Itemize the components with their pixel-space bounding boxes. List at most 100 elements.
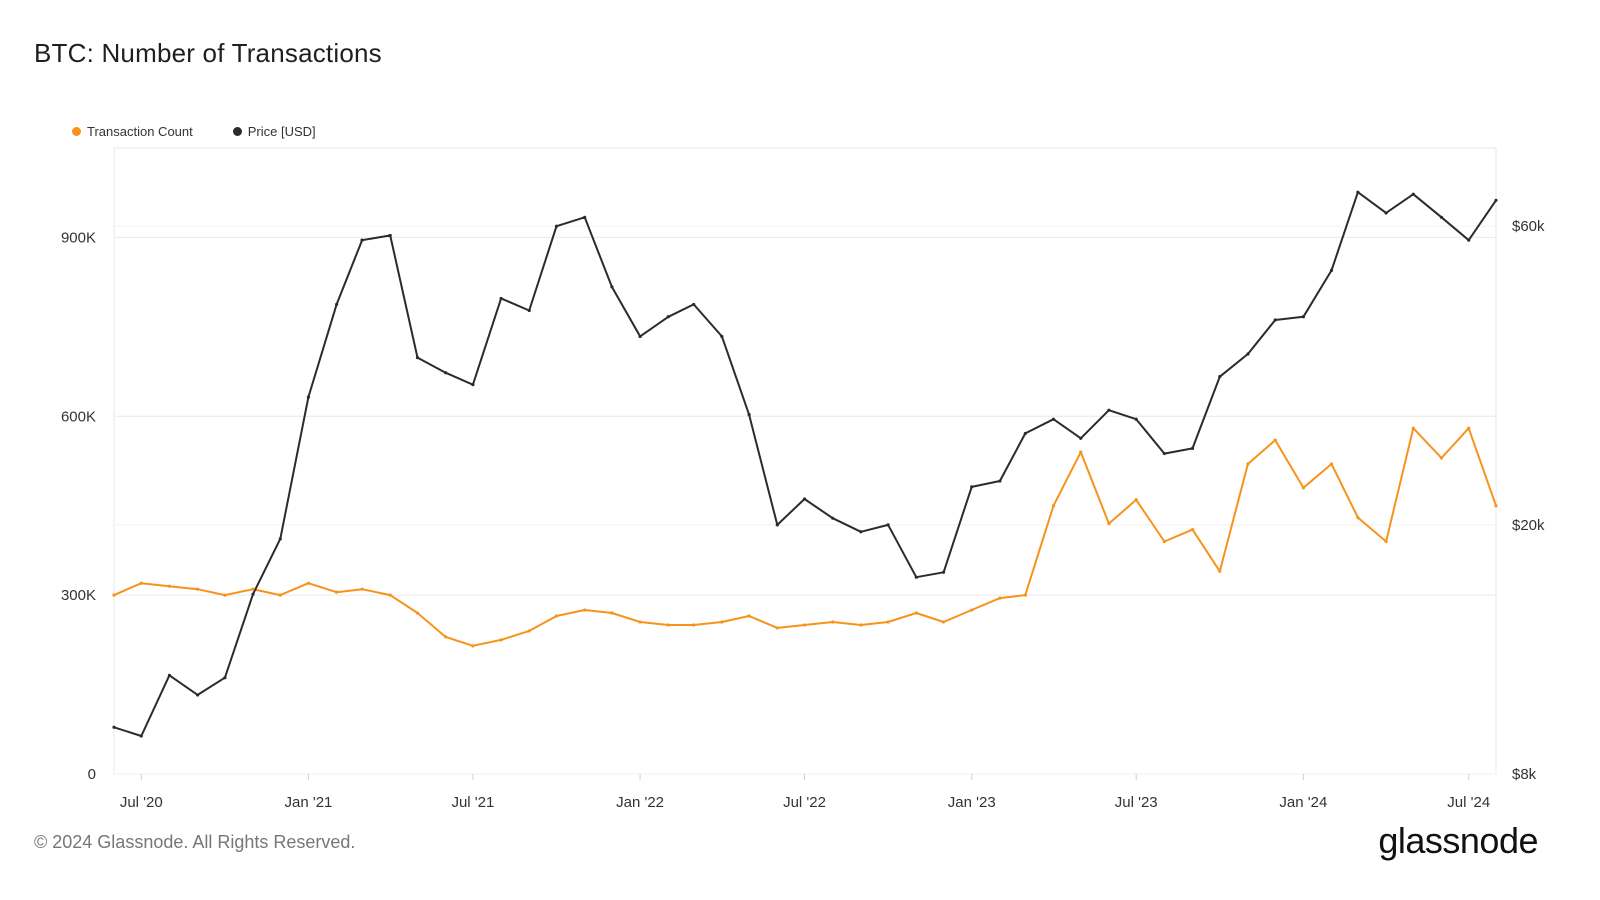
transaction-count-point — [610, 611, 614, 615]
price-point — [1329, 268, 1334, 272]
price-point — [1356, 190, 1360, 194]
price-point — [583, 215, 587, 219]
transaction-count-point — [1467, 426, 1471, 430]
transaction-count-point — [1023, 593, 1027, 597]
transaction-count-point — [195, 587, 200, 591]
price-point — [886, 523, 890, 527]
transaction-count-point — [527, 629, 531, 633]
transaction-count-point — [747, 614, 751, 618]
glassnode-logo: glassnode — [1378, 820, 1538, 861]
price-point — [1162, 451, 1166, 456]
legend-label-price: Price [USD] — [247, 124, 316, 139]
price-point — [195, 693, 200, 697]
transaction-count-point — [1356, 516, 1360, 520]
transaction-count-point — [831, 620, 835, 624]
transaction-count-point — [802, 623, 807, 627]
transaction-count-point — [251, 587, 255, 591]
transaction-count-point — [415, 611, 420, 615]
transaction-count-point — [1301, 486, 1305, 490]
price-point — [1107, 408, 1111, 412]
y-left-tick-label: 300K — [61, 587, 96, 604]
transaction-count-point — [970, 608, 974, 612]
transaction-count-point — [360, 587, 364, 591]
price-point — [139, 734, 143, 738]
price-point — [444, 371, 448, 375]
transaction-count-point — [1134, 498, 1138, 502]
price-point — [415, 356, 420, 360]
price-point — [1079, 436, 1083, 440]
transaction-count-point — [1079, 450, 1083, 454]
transaction-count-point — [306, 581, 311, 585]
price-point — [554, 224, 559, 228]
price-point — [527, 308, 531, 313]
y-left-tick-label: 900K — [61, 229, 96, 246]
transaction-count-point — [1494, 504, 1498, 508]
transaction-count-point — [1384, 539, 1388, 544]
price-point — [859, 530, 863, 534]
chart-title: BTC: Number of Transactions — [34, 38, 382, 68]
price-point — [335, 302, 339, 307]
transaction-count-point — [720, 620, 724, 624]
legend-item-transaction-count[interactable]: Transaction Count — [72, 124, 193, 139]
price-point — [1494, 198, 1498, 202]
price-point — [775, 523, 779, 527]
price-point — [1190, 446, 1195, 450]
transaction-count-point — [388, 593, 392, 597]
transaction-count-point — [666, 623, 670, 627]
transaction-count-point — [583, 608, 587, 612]
transaction-count-point — [998, 596, 1002, 600]
price-point — [638, 334, 642, 339]
y-right-tick-label: $60k — [1512, 218, 1545, 235]
price-point — [610, 285, 614, 289]
transaction-count-point — [278, 593, 282, 597]
price-point — [1439, 215, 1444, 219]
price-point — [831, 516, 835, 520]
price-point — [1467, 238, 1471, 242]
x-tick-label: Jan '24 — [1279, 794, 1327, 811]
transaction-count-point — [1051, 504, 1056, 508]
price-point — [471, 383, 475, 387]
price-point — [223, 676, 227, 680]
price-point — [1273, 318, 1277, 322]
y-right-tick-label: $8k — [1512, 766, 1537, 783]
transaction-count-point — [638, 620, 642, 624]
price-point — [692, 302, 696, 307]
y-left-tick-label: 600K — [61, 408, 96, 425]
transaction-count-point — [1246, 462, 1250, 466]
legend-dot-transaction-count — [72, 127, 81, 136]
x-tick-label: Jan '23 — [948, 794, 996, 811]
price-point — [998, 479, 1002, 483]
price-point — [1051, 417, 1056, 421]
x-tick-label: Jul '21 — [451, 794, 494, 811]
transaction-count-point — [941, 620, 946, 624]
x-tick-label: Jan '21 — [284, 794, 332, 811]
transaction-count-point — [471, 644, 475, 648]
x-tick-label: Jan '22 — [616, 794, 664, 811]
price-point — [747, 413, 751, 417]
transaction-count-point — [167, 584, 172, 588]
price-point — [941, 570, 946, 574]
price-point — [388, 233, 392, 238]
legend-item-price[interactable]: Price [USD] — [232, 124, 316, 139]
price-point — [802, 497, 807, 501]
price-point — [1246, 352, 1250, 356]
transaction-count-point — [1411, 426, 1415, 430]
transaction-count-point — [914, 611, 918, 615]
transaction-count-point — [886, 620, 890, 624]
transaction-count-point — [859, 623, 863, 627]
x-tick-label: Jul '24 — [1447, 794, 1490, 811]
transaction-count-point — [1439, 456, 1444, 460]
transaction-count-point — [335, 590, 339, 594]
price-point — [970, 485, 974, 489]
price-point — [499, 296, 503, 301]
price-point — [720, 334, 724, 339]
x-tick-label: Jul '23 — [1115, 794, 1158, 811]
price-point — [1023, 431, 1027, 436]
transaction-count-point — [1329, 462, 1334, 466]
series-line-transaction-count — [113, 427, 1497, 647]
transaction-count-point — [1107, 522, 1111, 526]
price-point — [251, 592, 255, 596]
price-point — [1134, 417, 1138, 421]
transaction-count-point — [112, 593, 116, 597]
